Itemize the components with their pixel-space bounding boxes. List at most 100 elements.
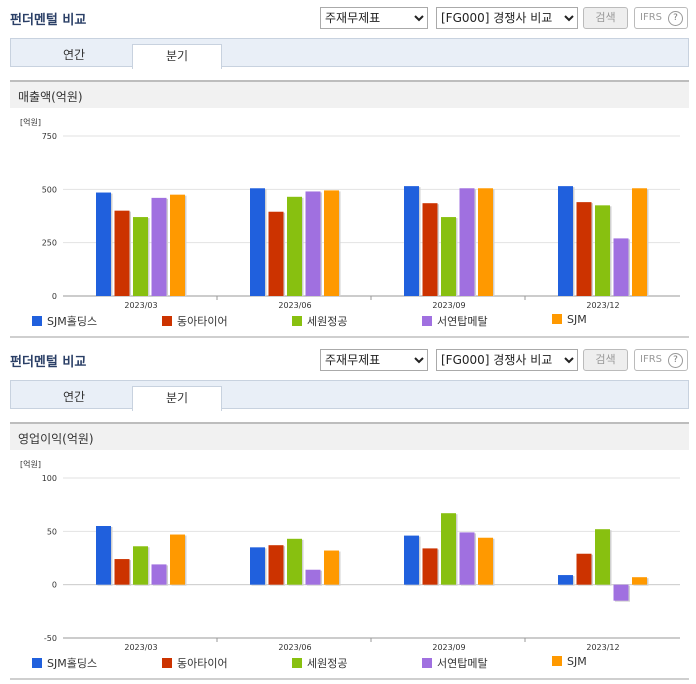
y-tick-label: -50 bbox=[44, 634, 57, 643]
legend-item[interactable]: SJM홀딩스 bbox=[32, 655, 97, 671]
period-tabs: 연간 분기 bbox=[10, 38, 689, 69]
ifrs-button[interactable]: IFRS ? bbox=[634, 349, 688, 371]
panel-title: 펀더멘털 비교 bbox=[10, 355, 87, 370]
unit-label: [억원] bbox=[20, 460, 41, 469]
operating-profit-bar-chart: -50 0 50 100 2023/03 2023/06 2023/09 2023/12 bbox=[42, 474, 680, 652]
bar-서연탑메탈 bbox=[613, 238, 629, 296]
bar-SJM홀딩스 bbox=[96, 192, 111, 296]
bar-SJM홀딩스 bbox=[404, 535, 419, 585]
revenue-bar-chart: 0 250 500 750 2023/03 2023/06 2023/09 2023/12 bbox=[42, 132, 680, 310]
bar-SJM bbox=[324, 550, 339, 585]
legend-swatch bbox=[552, 314, 562, 324]
bar-SJM홀딩스 bbox=[96, 526, 111, 585]
section-header: 매출액(억원) bbox=[10, 80, 689, 108]
bar-서연탑메탈 bbox=[613, 584, 629, 601]
bar-SJM홀딩스 bbox=[558, 186, 573, 296]
divider bbox=[10, 336, 689, 338]
tab-quarterly[interactable]: 분기 bbox=[132, 44, 222, 69]
legend-swatch bbox=[162, 658, 172, 668]
statement-type-select[interactable]: 주재무제표 bbox=[320, 349, 428, 371]
period-tabs: 연간 분기 bbox=[10, 380, 689, 411]
legend-item[interactable]: 동아타이어 bbox=[162, 313, 228, 329]
bar-서연탑메탈 bbox=[459, 532, 475, 585]
bar-SJM bbox=[170, 194, 185, 296]
y-tick-label: 0 bbox=[52, 292, 57, 301]
bar-SJM bbox=[324, 190, 339, 296]
peer-group-select[interactable]: [FG000] 경쟁사 비교 bbox=[436, 349, 578, 371]
legend-item[interactable]: SJM bbox=[552, 313, 587, 326]
bar-동아타이어 bbox=[114, 559, 130, 585]
legend-item[interactable]: SJM bbox=[552, 655, 587, 668]
legend-label: 세원정공 bbox=[307, 315, 348, 328]
legend-item[interactable]: 서연탑메탈 bbox=[422, 313, 488, 329]
statement-type-select[interactable]: 주재무제표 bbox=[320, 7, 428, 29]
panel-header: 펀더멘털 비교 주재무제표 [FG000] 경쟁사 비교 검색 IFRS ? bbox=[0, 0, 696, 32]
bar-세원정공 bbox=[595, 529, 610, 585]
legend-label: SJM bbox=[567, 313, 587, 326]
x-tick-label: 2023/06 bbox=[278, 301, 311, 310]
legend-item[interactable]: SJM홀딩스 bbox=[32, 313, 97, 329]
divider bbox=[10, 678, 689, 680]
ifrs-button[interactable]: IFRS ? bbox=[634, 7, 688, 29]
bar-SJM홀딩스 bbox=[558, 575, 573, 585]
legend-swatch bbox=[422, 316, 432, 326]
bar-세원정공 bbox=[287, 538, 302, 585]
bar-동아타이어 bbox=[268, 211, 284, 296]
legend-swatch bbox=[292, 658, 302, 668]
bar-서연탑메탈 bbox=[151, 564, 167, 585]
search-button[interactable]: 검색 bbox=[583, 349, 628, 371]
bar-서연탑메탈 bbox=[305, 569, 321, 585]
chart-legend: SJM홀딩스 동아타이어 세원정공 서연탑메탈 SJM bbox=[10, 313, 689, 329]
legend-swatch bbox=[162, 316, 172, 326]
legend-swatch bbox=[32, 316, 42, 326]
section-title: 매출액(억원) bbox=[18, 90, 83, 104]
bar-세원정공 bbox=[441, 513, 456, 585]
bar-SJM홀딩스 bbox=[250, 547, 265, 585]
help-icon[interactable]: ? bbox=[668, 353, 683, 368]
bar-SJM bbox=[632, 577, 647, 585]
x-tick-label: 2023/09 bbox=[432, 643, 465, 652]
legend-label: 서연탑메탈 bbox=[437, 657, 488, 670]
tab-annual[interactable]: 연간 bbox=[62, 48, 86, 62]
bar-동아타이어 bbox=[422, 548, 438, 585]
ifrs-label: IFRS bbox=[640, 354, 662, 365]
chart-legend: SJM홀딩스 동아타이어 세원정공 서연탑메탈 SJM bbox=[10, 655, 689, 671]
unit-label: [억원] bbox=[20, 118, 41, 127]
bar-세원정공 bbox=[133, 217, 148, 296]
help-icon[interactable]: ? bbox=[668, 11, 683, 26]
legend-item[interactable]: 세원정공 bbox=[292, 313, 347, 329]
y-tick-label: 0 bbox=[52, 581, 57, 590]
peer-group-select[interactable]: [FG000] 경쟁사 비교 bbox=[436, 7, 578, 29]
bar-세원정공 bbox=[441, 217, 456, 296]
search-button[interactable]: 검색 bbox=[583, 7, 628, 29]
y-tick-label: 250 bbox=[42, 239, 57, 248]
ifrs-label: IFRS bbox=[640, 12, 662, 23]
legend-item[interactable]: 동아타이어 bbox=[162, 655, 228, 671]
x-tick-label: 2023/03 bbox=[124, 301, 157, 310]
bar-세원정공 bbox=[133, 546, 148, 585]
bar-서연탑메탈 bbox=[305, 191, 321, 296]
legend-label: 서연탑메탈 bbox=[437, 315, 488, 328]
y-tick-label: 750 bbox=[42, 132, 57, 141]
legend-label: 동아타이어 bbox=[177, 657, 228, 670]
bar-동아타이어 bbox=[576, 553, 592, 585]
legend-item[interactable]: 세원정공 bbox=[292, 655, 347, 671]
y-tick-label: 500 bbox=[42, 185, 57, 194]
legend-item[interactable]: 서연탑메탈 bbox=[422, 655, 488, 671]
legend-label: SJM bbox=[567, 655, 587, 668]
bar-동아타이어 bbox=[422, 203, 438, 296]
tab-quarterly[interactable]: 분기 bbox=[132, 386, 222, 411]
bar-서연탑메탈 bbox=[151, 197, 167, 296]
bar-SJM bbox=[478, 188, 493, 296]
tab-annual[interactable]: 연간 bbox=[62, 390, 86, 404]
bar-SJM bbox=[632, 188, 647, 296]
x-tick-label: 2023/06 bbox=[278, 643, 311, 652]
x-tick-label: 2023/12 bbox=[586, 643, 619, 652]
x-tick-label: 2023/03 bbox=[124, 643, 157, 652]
fundamental-panel-revenue: 펀더멘털 비교 주재무제표 [FG000] 경쟁사 비교 검색 IFRS ? 연… bbox=[0, 0, 696, 338]
legend-swatch bbox=[422, 658, 432, 668]
bar-SJM bbox=[478, 537, 493, 585]
y-tick-label: 50 bbox=[47, 527, 57, 536]
x-tick-label: 2023/09 bbox=[432, 301, 465, 310]
bar-SJM홀딩스 bbox=[404, 186, 419, 296]
